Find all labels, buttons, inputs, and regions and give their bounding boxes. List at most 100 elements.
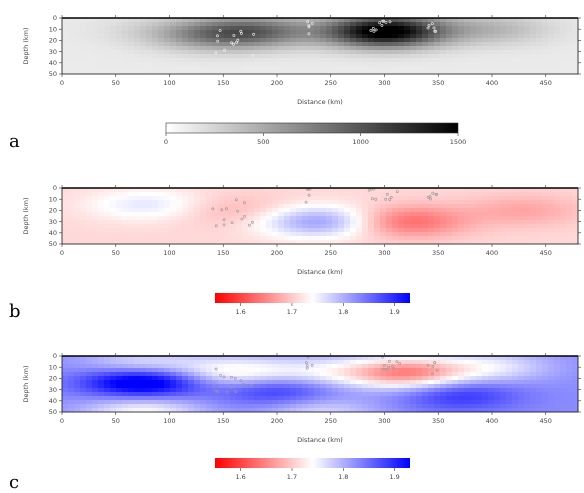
field-cell [140, 192, 147, 197]
section-field [62, 188, 579, 245]
field-cell [482, 54, 489, 59]
field-cell [494, 360, 501, 365]
field-cell [344, 360, 351, 365]
field-cell [194, 30, 201, 35]
field-cell [158, 70, 165, 75]
field-cell [212, 232, 219, 237]
seismic-event [229, 375, 233, 379]
field-cell [572, 38, 579, 43]
field-cell [410, 404, 417, 409]
field-cell [206, 368, 213, 373]
field-cell [98, 240, 105, 245]
field-cell [116, 356, 123, 361]
field-cell [302, 220, 309, 225]
field-cell [302, 364, 309, 369]
field-cell [470, 208, 477, 213]
field-cell [338, 58, 345, 63]
field-cell [62, 200, 69, 205]
field-cell [212, 220, 219, 225]
field-cell [176, 240, 183, 245]
field-cell [440, 220, 447, 225]
field-cell [476, 232, 483, 237]
field-cell [350, 70, 357, 75]
field-cell [482, 228, 489, 233]
field-cell [74, 388, 81, 393]
field-cell [206, 22, 213, 27]
field-cell [218, 220, 225, 225]
field-cell [284, 388, 291, 393]
field-cell [416, 34, 423, 39]
field-cell [314, 18, 321, 23]
field-cell [80, 54, 87, 59]
field-cell [272, 50, 279, 55]
field-cell [386, 50, 393, 55]
field-cell [140, 216, 147, 221]
field-cell [554, 372, 561, 377]
field-cell [458, 220, 465, 225]
field-cell [116, 42, 123, 47]
field-cell [248, 240, 255, 245]
field-cell [170, 204, 177, 209]
field-cell [284, 188, 291, 193]
field-cell [128, 192, 135, 197]
field-cell [116, 224, 123, 229]
seismic-event [306, 20, 310, 24]
field-cell [152, 368, 159, 373]
field-cell [284, 396, 291, 401]
field-cell [146, 232, 153, 237]
field-cell [236, 388, 243, 393]
field-cell [560, 236, 567, 241]
field-cell [122, 208, 129, 213]
field-cell [182, 364, 189, 369]
field-cell [212, 188, 219, 193]
field-cell [542, 368, 549, 373]
field-cell [470, 232, 477, 237]
field-cell [206, 216, 213, 221]
field-cell [230, 216, 237, 221]
field-cell [98, 208, 105, 213]
field-cell [218, 376, 225, 381]
field-cell [506, 26, 513, 31]
field-cell [230, 192, 237, 197]
field-cell [80, 380, 87, 385]
field-cell [476, 196, 483, 201]
field-cell [278, 380, 285, 385]
seismic-event [395, 360, 399, 364]
field-cell [290, 376, 297, 381]
field-cell [236, 228, 243, 233]
field-cell [362, 372, 369, 377]
field-cell [410, 34, 417, 39]
field-cell [146, 46, 153, 51]
field-cell [98, 356, 105, 361]
x-tick-label: 350 [432, 249, 444, 257]
field-cell [110, 22, 117, 27]
field-cell [86, 42, 93, 47]
field-cell [230, 384, 237, 389]
field-cell [566, 400, 573, 405]
field-cell [290, 200, 297, 205]
field-cell [194, 368, 201, 373]
field-cell [452, 224, 459, 229]
field-cell [104, 196, 111, 201]
field-cell [314, 364, 321, 369]
field-cell [404, 380, 411, 385]
field-cell [470, 26, 477, 31]
field-cell [536, 46, 543, 51]
field-cell [476, 18, 483, 23]
field-cell [194, 46, 201, 51]
field-cell [404, 404, 411, 409]
field-cell [428, 380, 435, 385]
field-cell [140, 46, 147, 51]
field-cell [464, 400, 471, 405]
field-cell [368, 404, 375, 409]
field-cell [416, 368, 423, 373]
field-cell [464, 50, 471, 55]
seismic-event [236, 209, 240, 213]
field-cell [494, 228, 501, 233]
field-cell [92, 376, 99, 381]
field-cell [350, 356, 357, 361]
seismic-event [304, 361, 308, 365]
field-cell [512, 388, 519, 393]
field-cell [368, 42, 375, 47]
field-cell [224, 408, 231, 413]
